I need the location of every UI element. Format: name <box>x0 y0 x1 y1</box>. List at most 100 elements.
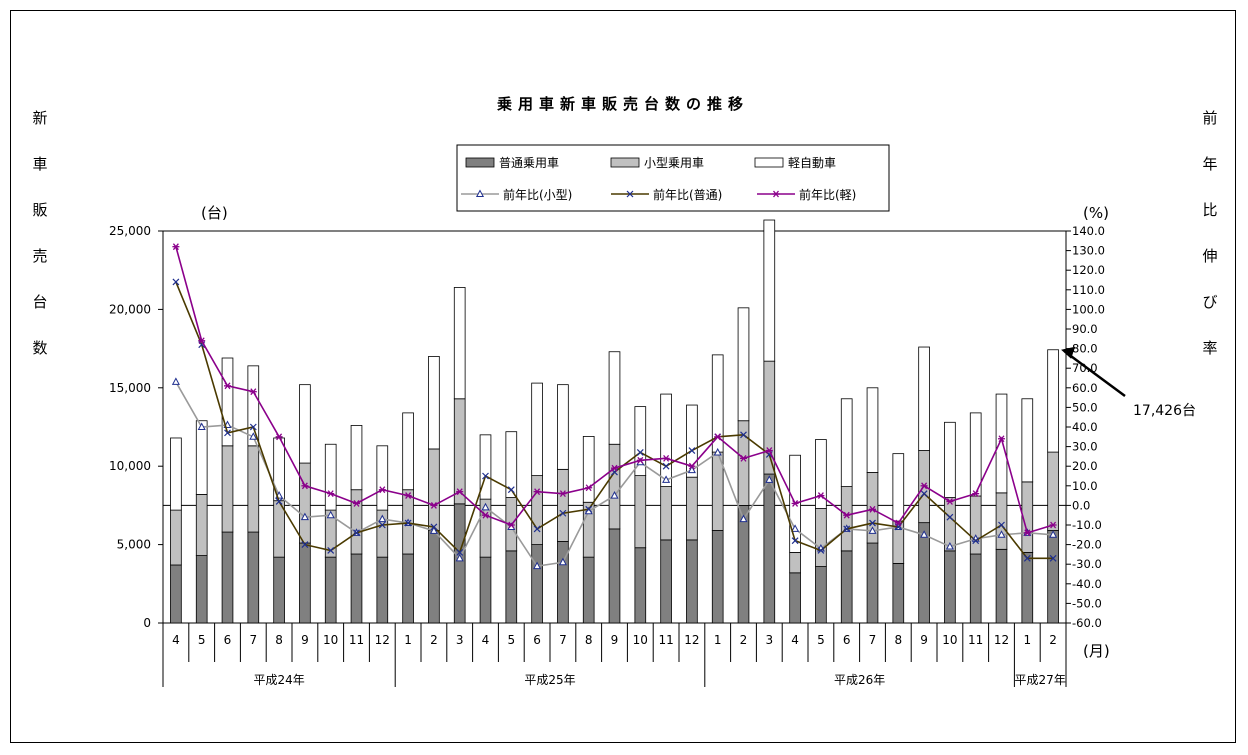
bar-0 <box>479 556 492 624</box>
marker-x <box>843 525 851 533</box>
marker-x <box>1049 554 1057 562</box>
bar-0 <box>453 503 466 624</box>
bar-0 <box>969 553 982 624</box>
bar-0 <box>247 531 260 624</box>
marker-x <box>353 529 360 537</box>
bar-2 <box>170 437 182 511</box>
callout-arrow <box>1064 350 1126 398</box>
marker-triangle <box>1049 530 1058 538</box>
y-tick-label: 5,000 <box>117 538 151 552</box>
bar-2 <box>221 357 234 447</box>
marker-asterisk <box>378 486 386 494</box>
x-tick-label: 10 <box>633 633 648 647</box>
marker-x <box>249 423 257 431</box>
marker-asterisk <box>998 435 1005 443</box>
marker-x <box>972 537 980 545</box>
bar-0 <box>660 539 672 624</box>
bar-2 <box>840 398 853 487</box>
x-tick-label: 11 <box>658 633 673 647</box>
bar-1 <box>350 489 363 555</box>
bar-2 <box>892 453 905 522</box>
y2-tick-label: 110.0 <box>1072 283 1105 297</box>
marker-x <box>275 498 283 505</box>
x-tick-label: 4 <box>791 633 799 647</box>
x-tick-label: 8 <box>275 633 283 647</box>
bar-2 <box>479 434 492 500</box>
bar-2 <box>350 425 363 491</box>
x-tick-label: 7 <box>869 633 877 647</box>
marker-asterisk <box>740 454 747 462</box>
bar-0 <box>840 550 853 624</box>
legend-swatch <box>610 157 640 168</box>
marker-triangle <box>739 514 748 523</box>
y2-tick-label: 50.0 <box>1072 400 1098 414</box>
bar-0 <box>866 542 879 624</box>
bar-0 <box>686 539 698 624</box>
marker-triangle <box>662 475 671 483</box>
marker-x <box>559 509 567 517</box>
bar-2 <box>376 445 389 511</box>
bar-1 <box>531 475 543 545</box>
marker-triangle <box>378 514 387 523</box>
marker-triangle <box>249 432 258 440</box>
marker-triangle <box>765 475 774 483</box>
marker-x <box>946 513 954 521</box>
x-tick-label: 6 <box>224 633 232 647</box>
callout-label: 17,426台 <box>1133 403 1196 419</box>
bar-2 <box>247 365 260 447</box>
bar-0 <box>737 504 750 624</box>
y2-tick-label: -60.0 <box>1072 616 1102 630</box>
legend-label: 前年比(小型) <box>503 187 572 202</box>
x-tick-label: 2 <box>740 633 748 647</box>
marker-x <box>507 486 515 494</box>
marker-asterisk <box>224 382 231 390</box>
marker-asterisk <box>404 492 412 500</box>
bar-2 <box>608 351 621 445</box>
marker-asterisk <box>507 521 515 529</box>
marker-triangle <box>455 553 464 562</box>
bar-1 <box>299 462 311 544</box>
y2-tick-label: -50.0 <box>1072 596 1102 610</box>
x-tick-label: 8 <box>894 633 902 647</box>
y2-tick-label: -10.0 <box>1072 518 1102 532</box>
bar-1 <box>995 492 1008 550</box>
y-tick-label: 0 <box>143 616 151 630</box>
x-tick-label: 12 <box>994 633 1009 647</box>
marker-x <box>817 547 825 554</box>
marker-asterisk <box>430 501 438 509</box>
bar-0 <box>195 555 208 624</box>
marker-asterisk <box>920 482 928 490</box>
bar-1 <box>840 486 853 552</box>
bar-0 <box>531 544 543 624</box>
y2-tick-label: 140.0 <box>1072 224 1105 238</box>
y2-tick-label: 120.0 <box>1072 263 1105 277</box>
x-tick-label: 9 <box>301 633 309 647</box>
left-axis-title: 新車販売台数 <box>32 109 48 357</box>
y2-tick-label: 20.0 <box>1072 459 1098 473</box>
marker-x <box>585 505 593 513</box>
left-axis-unit: (台) <box>201 204 228 222</box>
bar-2 <box>866 387 879 473</box>
legend-label: 前年比(普通) <box>653 187 722 202</box>
x-tick-label: 7 <box>249 633 257 647</box>
bar-0 <box>299 542 311 624</box>
marker-asterisk <box>198 337 206 345</box>
marker-asterisk <box>249 388 257 396</box>
x-tick-label: 3 <box>456 633 464 647</box>
bar-2 <box>763 219 776 362</box>
bar-2 <box>505 431 518 498</box>
year-group-label: 平成27年 <box>1015 673 1066 687</box>
legend-swatch <box>465 157 495 168</box>
marker-triangle <box>558 557 567 566</box>
bar-0 <box>505 550 518 624</box>
year-group-label: 平成26年 <box>834 673 885 687</box>
marker-asterisk <box>533 488 541 496</box>
y2-tick-label: 30.0 <box>1072 440 1098 454</box>
y2-tick-label: 80.0 <box>1072 342 1098 356</box>
marker-asterisk <box>559 490 567 498</box>
marker-asterisk <box>301 482 309 490</box>
marker-x <box>636 449 644 456</box>
marker-asterisk <box>1023 529 1031 537</box>
bar-0 <box>170 564 182 624</box>
bar-1 <box>815 508 827 567</box>
